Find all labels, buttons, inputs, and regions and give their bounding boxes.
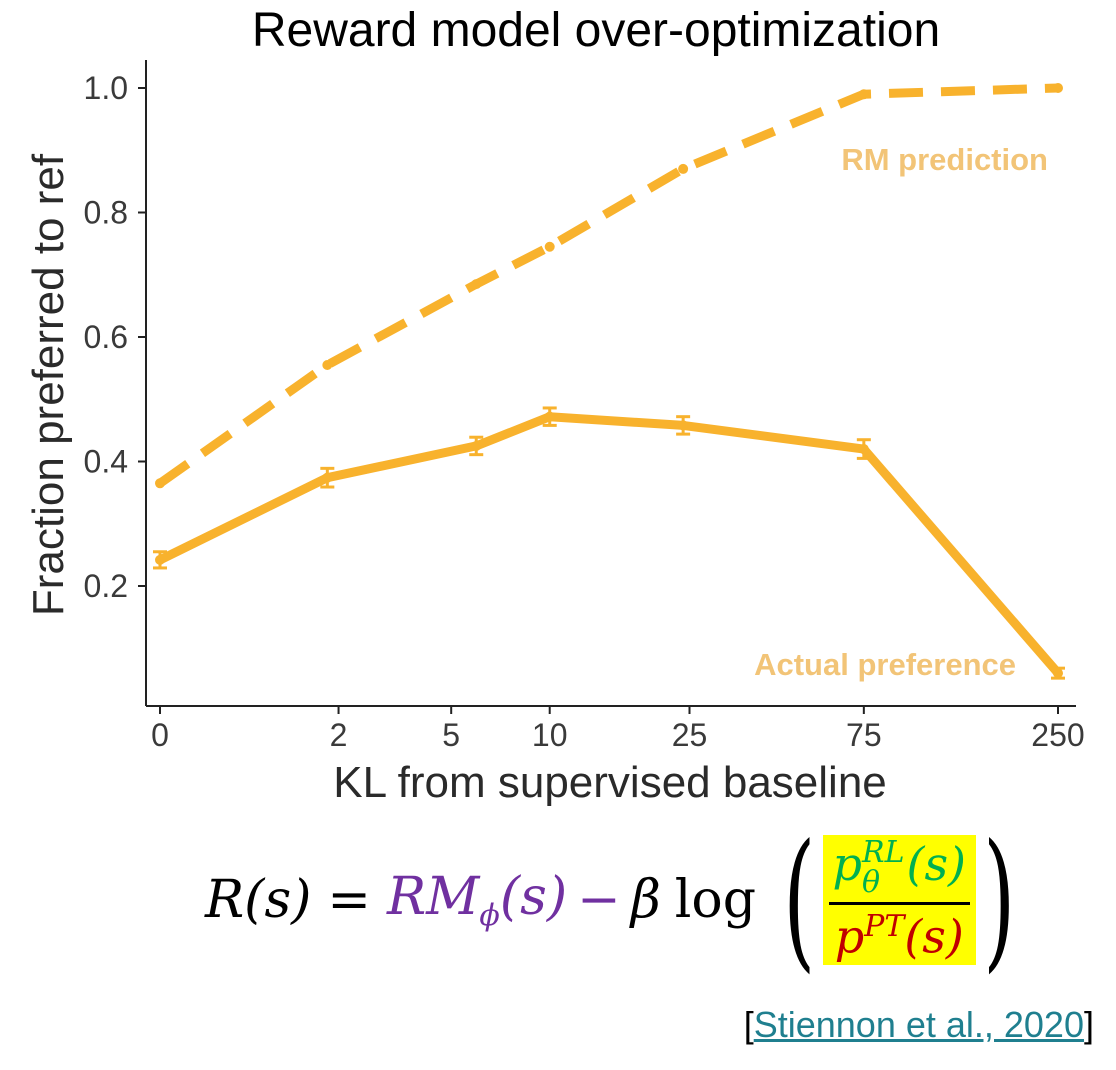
formula-right-paren: ): [983, 813, 1016, 987]
y-tick-label: 0.8: [84, 195, 128, 231]
citation: [Stiennon et al., 2020]: [744, 1004, 1094, 1046]
formula-minus: −: [577, 870, 621, 930]
actual-preference-point: [322, 472, 333, 483]
y-axis-label: Fraction preferred to ref: [24, 153, 73, 616]
series-label-rm-prediction: RM prediction: [841, 142, 1048, 177]
rm-prediction-point: [471, 279, 482, 290]
formula-rm: RMϕ(s): [387, 866, 568, 934]
formula-numerator: p RL θ (s): [828, 837, 970, 905]
formula-lhs: R(s): [205, 870, 312, 930]
x-tick-label: 25: [672, 717, 708, 753]
chart-marks: [153, 83, 1065, 680]
chart: Reward model over-optimization 0.2 0.4 0.6…: [24, 4, 1085, 807]
rm-prediction-point: [155, 478, 165, 489]
actual-preference-point: [678, 420, 689, 431]
x-axis-label: KL from supervised baseline: [333, 758, 887, 807]
x-tick-label: 10: [532, 717, 568, 753]
actual-preference-point: [1053, 668, 1063, 679]
actual-preference-point: [471, 440, 482, 451]
actual-preference-point: [155, 554, 165, 565]
y-tick-label: 0.2: [84, 568, 128, 604]
formula-left-paren: (: [783, 813, 816, 987]
actual-preference-point: [858, 444, 869, 455]
rm-prediction-point: [322, 360, 333, 371]
chart-title: Reward model over-optimization: [252, 4, 940, 57]
axes: 0.20.40.60.81.00 2 5 10 25 75 250: [84, 60, 1085, 753]
formula-beta: β: [630, 870, 661, 930]
rm-prediction-point: [858, 89, 869, 100]
x-tick-label: 75: [846, 717, 882, 753]
formula-ratio: p RL θ (s) pPT(s): [822, 834, 976, 966]
rm-prediction-point: [1053, 83, 1063, 93]
formula-denominator: pPT(s): [834, 908, 964, 964]
reward-formula: R(s) = RMϕ(s) − β log ( p RL θ (s) pPT(s) ): [205, 820, 1029, 980]
x-tick-label: 2: [330, 717, 348, 753]
series-label-actual-preference: Actual preference: [754, 647, 1016, 682]
citation-open-bracket: [: [743, 1004, 754, 1045]
actual-preference-line: [158, 412, 1062, 677]
y-tick-label: 0.6: [84, 319, 128, 355]
formula-equals: =: [327, 870, 371, 930]
citation-link[interactable]: Stiennon et al., 2020: [753, 1004, 1084, 1045]
rm-prediction-point: [544, 241, 555, 252]
actual-preference-point: [544, 411, 555, 422]
y-tick-label: 0.4: [84, 444, 128, 480]
formula-log: log: [674, 870, 756, 930]
y-tick-label: 1.0: [84, 70, 128, 106]
rm-prediction-point: [678, 163, 689, 174]
citation-close-bracket: ]: [1083, 1004, 1094, 1045]
x-tick-label: 0: [151, 717, 169, 753]
x-tick-label: 250: [1031, 717, 1084, 753]
x-tick-label: 5: [442, 717, 460, 753]
